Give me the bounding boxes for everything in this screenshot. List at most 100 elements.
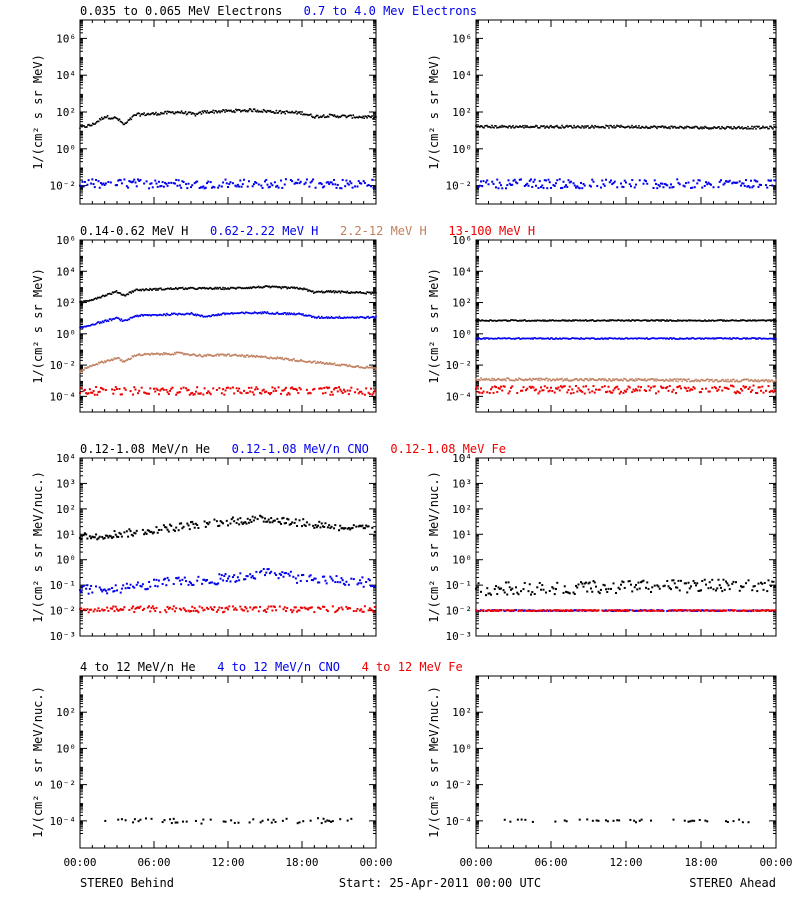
data-point [112,291,115,294]
data-point [134,114,137,116]
data-point [369,316,371,319]
data-point [509,320,511,322]
data-point [178,287,181,289]
data-point [347,115,350,117]
data-point [746,128,748,130]
data-point [505,379,507,382]
data-point [166,391,169,394]
data-point [662,125,664,128]
data-point [366,365,368,368]
data-point [360,390,363,393]
data-point [313,611,316,614]
data-point [155,111,157,114]
data-point [760,127,762,129]
data-point [130,533,133,536]
data-point [588,391,591,394]
data-point [688,319,690,321]
data-point [173,288,176,290]
data-point [554,379,556,382]
data-point [347,583,350,586]
data-point [114,184,117,187]
data-point [683,319,685,322]
data-point [560,127,562,129]
data-point [746,337,748,339]
data-point [689,126,691,129]
data-point [509,337,511,340]
data-point [251,110,254,113]
data-point [339,581,342,584]
data-point [117,317,120,319]
data-point [287,572,290,575]
data-point [270,570,273,573]
data-point [261,287,264,289]
data-point [585,385,587,388]
data-point [182,181,185,184]
data-point [186,112,189,115]
data-point [93,323,95,326]
data-point [775,338,777,340]
data-point [113,530,116,533]
data-point [265,520,268,523]
data-point [336,316,339,319]
data-point [716,319,718,322]
series-0 [475,319,777,322]
data-point [599,126,601,128]
data-point [177,529,180,532]
data-point [134,315,137,317]
data-point [745,126,747,129]
data-point [134,289,137,292]
data-point [304,113,306,116]
data-point [209,353,212,356]
data-point [227,577,229,580]
data-point [545,179,547,182]
data-point [294,388,297,391]
data-point [358,291,361,294]
data-point [233,354,235,356]
data-point [145,180,148,183]
data-point [267,286,270,288]
data-point [229,312,231,315]
data-point [736,181,739,184]
data-point [108,318,111,321]
data-point [261,356,264,358]
data-point [486,179,489,182]
data-point [768,337,770,340]
data-point [626,380,628,382]
data-point [670,183,672,186]
data-point [342,317,345,320]
data-point [690,338,692,340]
data-point [618,378,620,381]
data-point [308,114,310,116]
data-point [613,337,615,340]
data-point [657,125,659,128]
data-point [299,313,301,315]
data-point [292,609,295,612]
data-point [102,294,105,297]
data-point [252,183,255,186]
data-point [761,319,763,322]
data-point [374,115,376,118]
data-point [688,389,691,392]
data-point [146,288,148,291]
data-point [645,180,647,183]
data-point [528,319,530,322]
data-point [283,572,286,575]
data-point [95,121,98,123]
data-point [79,392,81,395]
data-point [569,319,571,322]
data-point [316,317,318,319]
y-tick-label: 10⁻² [50,180,77,193]
data-point [297,178,300,181]
data-point [668,319,670,322]
data-point [364,317,366,320]
data-point [340,290,343,293]
data-point [753,179,756,182]
data-point [557,319,559,322]
data-point [522,378,524,381]
data-point [718,126,720,128]
data-point [357,116,360,119]
data-point [732,385,735,388]
data-point [197,287,200,290]
data-point [623,179,626,182]
data-point [121,294,124,296]
